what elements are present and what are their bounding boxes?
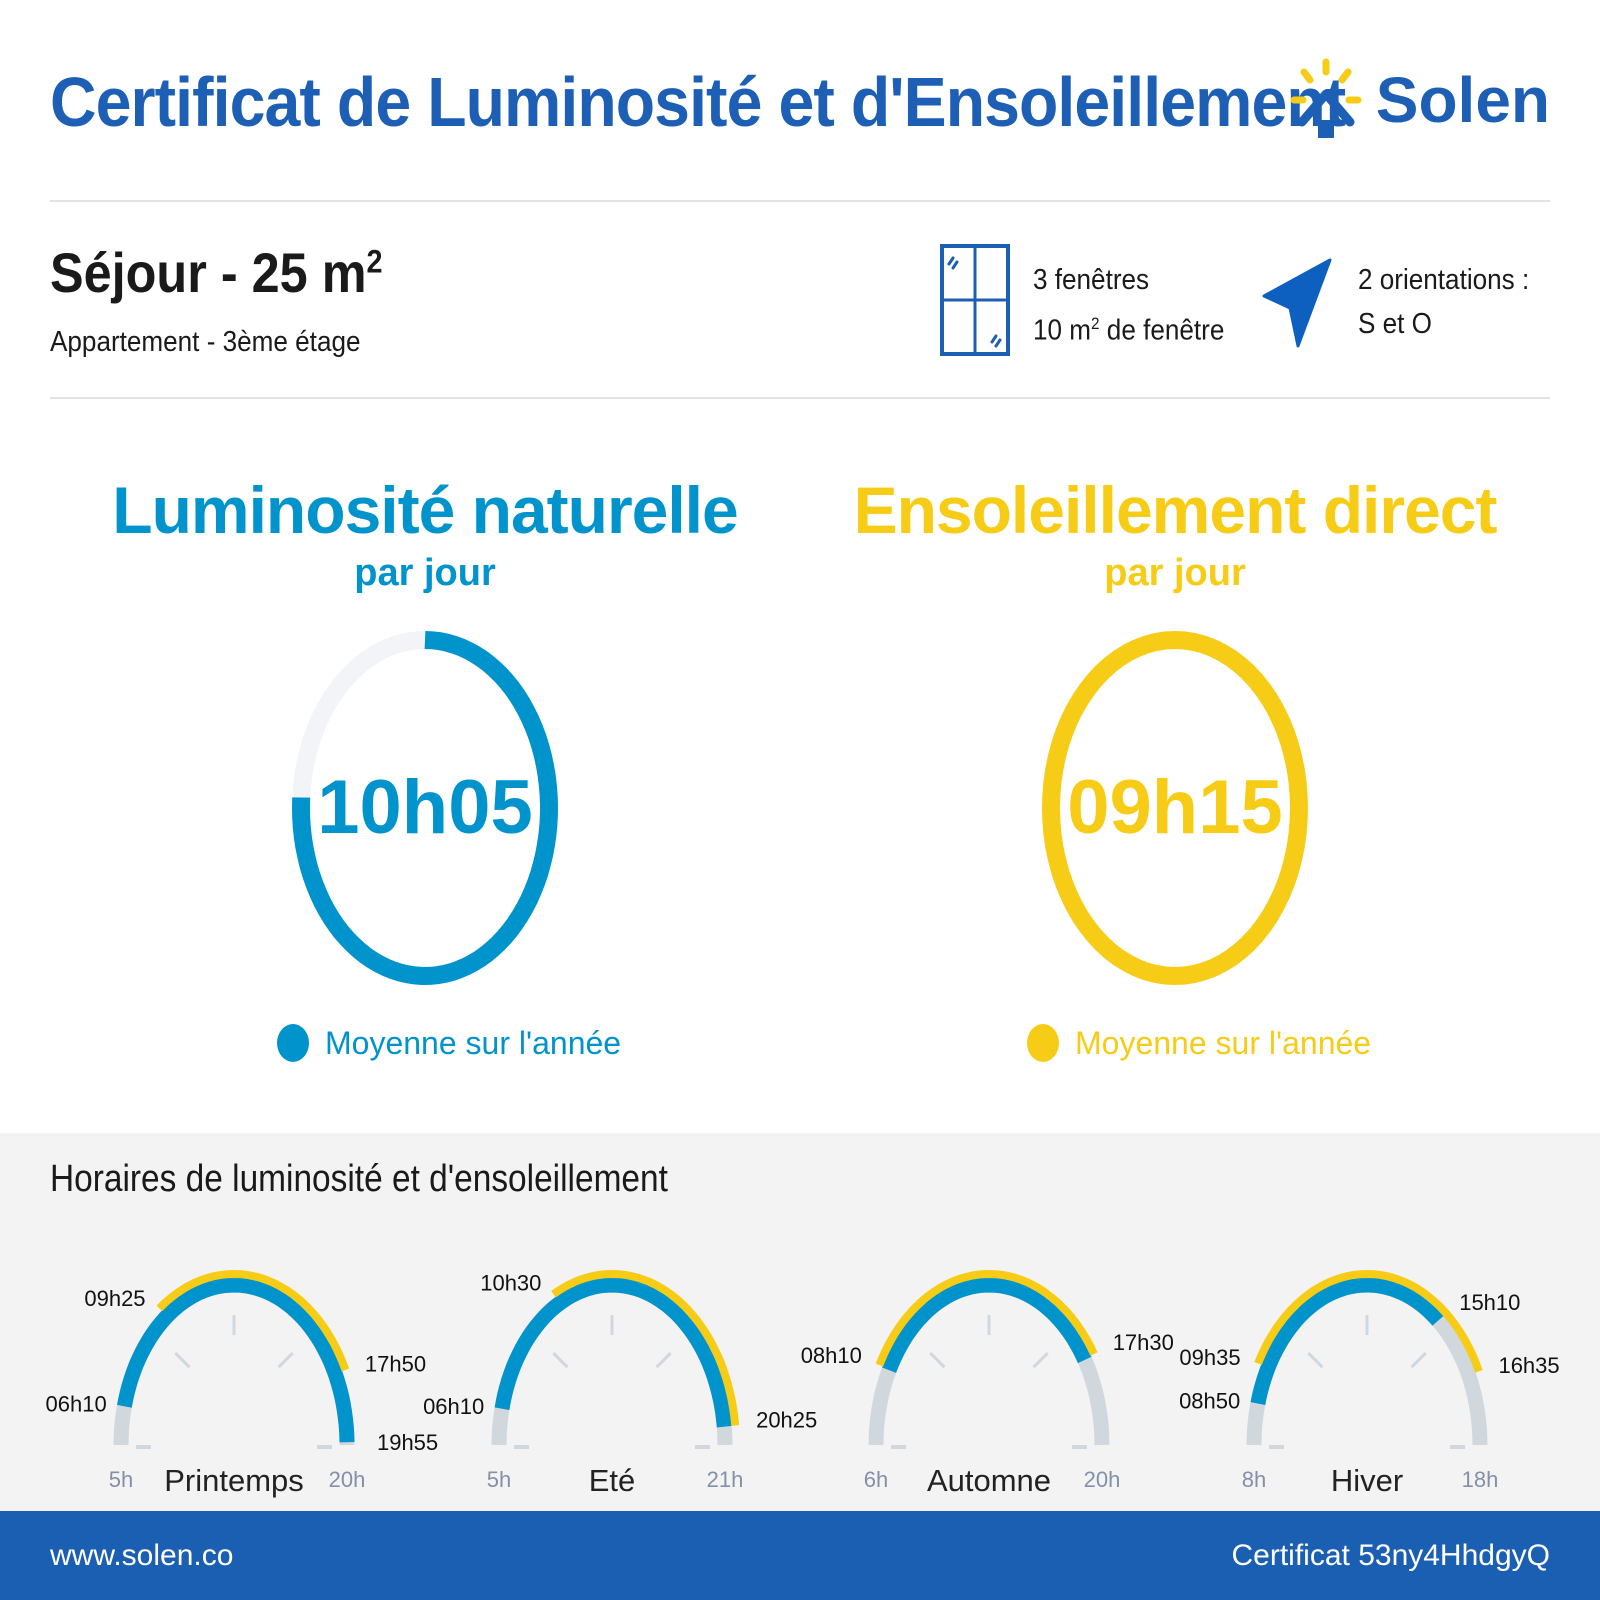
season-name: Eté: [589, 1463, 636, 1498]
gauge-automne: 6h 20h Automne 08h10 17h30: [801, 1269, 1174, 1498]
tick: [174, 1352, 191, 1369]
legend-dot: [1027, 1024, 1059, 1062]
website-link[interactable]: www.solen.co: [50, 1539, 234, 1572]
season-gauges: 5h 20h Printemps 06h10 09h25 19h55 17h50 5h 21h E…: [46, 1269, 1560, 1498]
ring-fill: [291, 631, 559, 986]
range-end-label: 18h: [1462, 1467, 1499, 1492]
sunshine-ring: [1041, 631, 1309, 986]
season-name: Hiver: [1331, 1463, 1403, 1498]
light-arc: [117, 1277, 355, 1443]
ring-fill: [1041, 631, 1309, 986]
light-start-label: 06h10: [423, 1394, 484, 1419]
sun-arc: [156, 1269, 350, 1372]
navigation-arrow-icon: [1262, 258, 1332, 348]
sun-arc: [1254, 1269, 1483, 1373]
schedule-title: Horaires de luminosité et d'ensoleilleme…: [50, 1158, 668, 1200]
window-icon: [940, 244, 1010, 356]
tick: [1307, 1352, 1324, 1369]
sunshine-legend: Moyenne sur l'année: [1027, 1024, 1371, 1062]
light-start-label: 06h10: [46, 1391, 107, 1416]
light-end-label: 15h10: [1459, 1290, 1520, 1315]
sun-end-label: 20h25: [756, 1408, 817, 1433]
sun-end-label: 17h50: [365, 1351, 426, 1376]
luminosity-ring: [291, 631, 559, 986]
gauge-hiver: 8h 18h Hiver 08h50 09h35 15h10 16h35: [1179, 1269, 1560, 1498]
sun-start-label: 08h10: [801, 1343, 862, 1368]
logo: Solen: [1290, 58, 1550, 142]
sunshine-title: Ensoleillement direct: [853, 473, 1498, 547]
sun-arc: [875, 1269, 1098, 1367]
light-arc: [882, 1277, 1092, 1373]
tick: [1410, 1352, 1427, 1369]
divider: [50, 200, 1550, 202]
light-arc: [1250, 1277, 1444, 1406]
room-title: Séjour - 25 m2: [50, 241, 383, 304]
sunshine-value: 09h15: [1067, 765, 1283, 850]
orientation-info: 2 orientations : S et O: [1358, 264, 1530, 340]
light-arc: [494, 1277, 732, 1428]
windows-info: 3 fenêtres 10 m2 de fenêtre: [1033, 264, 1225, 347]
range-end-label: 21h: [707, 1467, 744, 1492]
season-name: Automne: [927, 1463, 1051, 1498]
range-start-label: 5h: [487, 1467, 511, 1492]
sun-end-label: 16h35: [1498, 1353, 1559, 1378]
luminosity-title: Luminosité naturelle: [112, 473, 738, 547]
range-start-label: 6h: [864, 1467, 888, 1492]
sun-house-icon: [1290, 58, 1362, 138]
sun-end-label: 17h30: [1113, 1330, 1174, 1355]
sun-start-label: 10h30: [480, 1271, 541, 1296]
sun-start-label: 09h35: [1179, 1345, 1240, 1370]
certificate-id: Certificat 53ny4HhdgyQ: [1231, 1539, 1551, 1572]
light-start-label: 08h50: [1179, 1388, 1240, 1413]
range-end-label: 20h: [329, 1467, 366, 1492]
sunshine-subtitle: par jour: [1104, 552, 1246, 594]
range-start-label: 5h: [109, 1467, 133, 1492]
gauge-eté: 5h 21h Eté 06h10 10h30 20h25: [423, 1269, 817, 1498]
tick: [929, 1352, 946, 1369]
light-end-label: 19h55: [377, 1430, 438, 1455]
tick: [277, 1352, 294, 1369]
divider: [50, 397, 1550, 399]
tick: [1032, 1352, 1049, 1369]
luminosity-value: 10h05: [317, 765, 533, 850]
room-subtitle: Appartement - 3ème étage: [50, 326, 361, 358]
luminosity-subtitle: par jour: [354, 552, 496, 594]
page-title: Certificat de Luminosité et d'Ensoleille…: [50, 63, 1346, 141]
gauge-printemps: 5h 20h Printemps 06h10 09h25 19h55 17h50: [46, 1269, 438, 1498]
sun-arc: [551, 1269, 740, 1426]
season-name: Printemps: [164, 1463, 304, 1498]
tick: [552, 1352, 569, 1369]
schedule-section: [0, 1133, 1600, 1511]
legend-dot: [277, 1024, 309, 1062]
tick: [655, 1352, 672, 1369]
range-start-label: 8h: [1242, 1467, 1266, 1492]
sun-start-label: 09h25: [84, 1286, 145, 1311]
logo-text: Solen: [1375, 64, 1550, 136]
footer: www.solen.co Certificat 53ny4HhdgyQ: [0, 1511, 1600, 1600]
luminosity-legend: Moyenne sur l'année: [277, 1024, 621, 1062]
range-end-label: 20h: [1084, 1467, 1121, 1492]
